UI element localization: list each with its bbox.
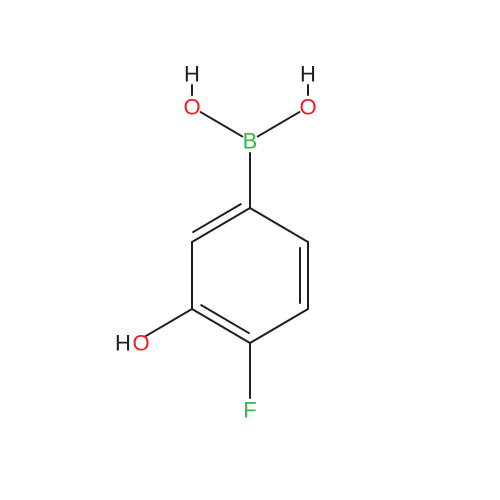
svg-text:O: O (183, 95, 200, 120)
svg-text:O: O (132, 331, 149, 356)
svg-text:H: H (115, 331, 131, 356)
svg-text:B: B (243, 129, 258, 154)
svg-text:O: O (299, 95, 316, 120)
svg-text:H: H (184, 62, 200, 87)
svg-text:H: H (300, 62, 316, 87)
svg-text:F: F (243, 398, 256, 423)
